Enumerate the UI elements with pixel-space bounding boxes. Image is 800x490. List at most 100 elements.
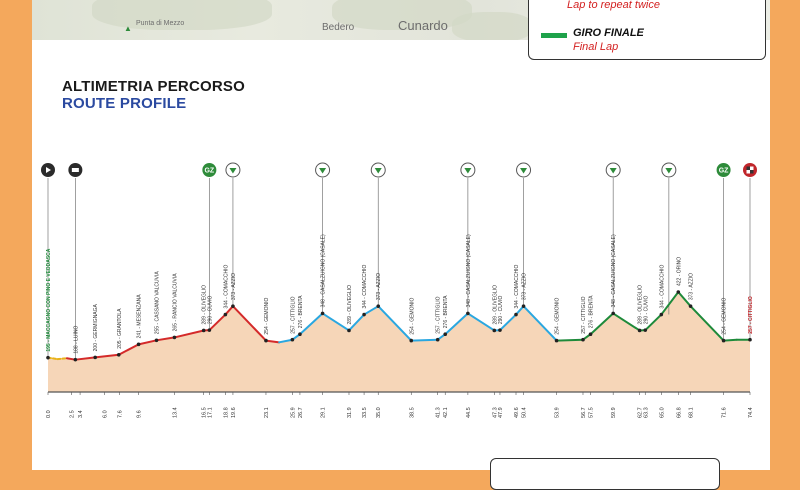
waypoint-dot [581, 338, 585, 342]
waypoint-label: 373 - AZZIO [376, 273, 382, 300]
distance-tick-label: 42.1 [443, 407, 449, 418]
waypoint-label: 344 - COMACCHIO [362, 265, 368, 309]
profile-segment [57, 358, 66, 359]
distance-tick-label: 33.5 [362, 407, 368, 418]
waypoint-label: 276 - BRENTA [589, 295, 595, 328]
waypoint-label: 254 - GEMONIO [555, 298, 561, 335]
waypoint-dot [466, 312, 470, 316]
waypoint-dot [321, 312, 325, 316]
waypoint-dot [555, 339, 559, 343]
waypoint-label: 200 - GERMIGNAGA [93, 303, 99, 351]
profile-segment [557, 340, 583, 341]
waypoint-label: 290 - CUVIO [643, 295, 649, 324]
waypoint-label: 344 - COMACCHIO [659, 265, 665, 309]
distance-tick-label: 9.6 [137, 410, 143, 418]
distance-tick-label: 35.0 [376, 407, 382, 418]
distance-tick-label: 41.3 [436, 407, 442, 418]
distance-tick-label: 74.4 [748, 407, 754, 418]
waypoint-label: 254 - GEMONIO [409, 298, 415, 335]
waypoint-label: 255 - CASSANO VALCUVIA [155, 271, 161, 335]
waypoint-dot [676, 290, 680, 294]
waypoint-dot [589, 332, 593, 336]
flag-icon [72, 168, 79, 172]
waypoint-dot [46, 356, 50, 360]
waypoint-dot [93, 356, 97, 360]
waypoint-label: 373 - AZZIO [689, 273, 695, 300]
waypoint-label: 188 - LUINO [73, 326, 79, 354]
waypoint-dot [660, 313, 664, 317]
waypoint-dot [208, 328, 212, 332]
distance-tick-label: 57.5 [589, 407, 595, 418]
checkered-flag-square [747, 167, 751, 171]
distance-tick-label: 6.0 [103, 410, 109, 418]
waypoint-label: 422 - ORINO [676, 257, 682, 286]
waypoint-label: 289 - OLIVEGLIO [347, 285, 353, 325]
waypoint-dot [436, 338, 440, 342]
waypoint-dot [137, 343, 141, 347]
distance-tick-label: 25.9 [290, 407, 296, 418]
distance-tick-label: 19.6 [231, 407, 237, 418]
waypoint-dot [155, 339, 159, 343]
waypoint-label: 257 - CITTIGLIO [290, 296, 296, 333]
waypoint-label: 373 - AZZIO [231, 273, 237, 300]
waypoint-dot [643, 328, 647, 332]
distance-tick-label: 49.6 [514, 407, 520, 418]
distance-tick-label: 71.6 [722, 407, 728, 418]
waypoint-label: 254 - GEMONIO [722, 298, 728, 335]
waypoint-dot [264, 339, 268, 343]
waypoint-label: 348 - CASALZUIGNO (CASALE) [466, 234, 472, 307]
distance-tick-label: 56.7 [581, 407, 587, 418]
distance-tick-label: 50.4 [522, 407, 528, 418]
waypoint-label: 241 - MESENZANA [137, 294, 143, 339]
intermediate-sprint-label: GZ [719, 168, 729, 175]
waypoint-label: 276 - BRENTA [443, 295, 449, 328]
waypoint-dot [611, 312, 615, 316]
waypoint-dot [492, 329, 496, 333]
waypoint-label: 265 - RANCIO VALCUVIA [172, 273, 178, 332]
distance-tick-label: 66.8 [676, 407, 682, 418]
waypoint-dot [347, 329, 351, 333]
distance-tick-label: 13.4 [172, 407, 178, 418]
waypoint-label: 257 - CITTIGLIO [436, 296, 442, 333]
distance-tick-label: 29.1 [321, 407, 327, 418]
distance-tick-label: 68.1 [689, 407, 695, 418]
profile-segment [724, 340, 737, 341]
distance-tick-label: 23.1 [264, 407, 270, 418]
waypoint-label: 344 - COMACCHIO [223, 265, 229, 309]
distance-tick-label: 31.9 [347, 407, 353, 418]
waypoint-dot [443, 332, 447, 336]
waypoint-label: 344 - COMACCHIO [514, 265, 520, 309]
distance-tick-label: 44.5 [466, 407, 472, 418]
distance-tick-label: 47.9 [498, 407, 504, 418]
distance-tick-label: 7.6 [118, 410, 124, 418]
waypoint-label: 290 - CUVIO [498, 295, 504, 324]
waypoint-dot [498, 328, 502, 332]
waypoint-label: 257 - CITTIGLIO [748, 296, 754, 334]
distance-tick-label: 0.0 [46, 410, 52, 418]
waypoint-label: 348 - CASALZUIGNO (CASALE) [321, 234, 327, 307]
distance-tick-label: 2.5 [70, 410, 76, 418]
waypoint-label: 254 - GEMONIO [264, 298, 270, 335]
distance-tick-label: 38.5 [409, 407, 415, 418]
waypoint-dot [722, 339, 726, 343]
waypoint-label: 257 - CITTIGLIO [581, 296, 587, 333]
waypoint-dot [231, 304, 235, 308]
distance-tick-label: 63.3 [643, 407, 649, 418]
distance-tick-label: 65.0 [659, 407, 665, 418]
waypoint-dot [117, 353, 121, 357]
distance-tick-label: 53.9 [555, 407, 561, 418]
waypoint-dot [514, 313, 518, 317]
waypoint-label: 348 - CASALZUIGNO (CASALE) [611, 234, 617, 307]
waypoint-dot [291, 338, 295, 342]
waypoint-dot [173, 336, 177, 340]
waypoint-label: 290 - CUVIO [207, 295, 213, 324]
waypoint-dot [638, 329, 642, 333]
waypoint-label: 373 - AZZIO [522, 273, 528, 300]
waypoint-label: 205 - GRANTOLA [117, 308, 123, 349]
distance-tick-label: 26.7 [298, 407, 304, 418]
waypoint-label: 276 - BRENTA [298, 295, 304, 328]
distance-tick-label: 17.1 [207, 407, 213, 418]
intermediate-sprint-label: GZ [204, 168, 214, 175]
